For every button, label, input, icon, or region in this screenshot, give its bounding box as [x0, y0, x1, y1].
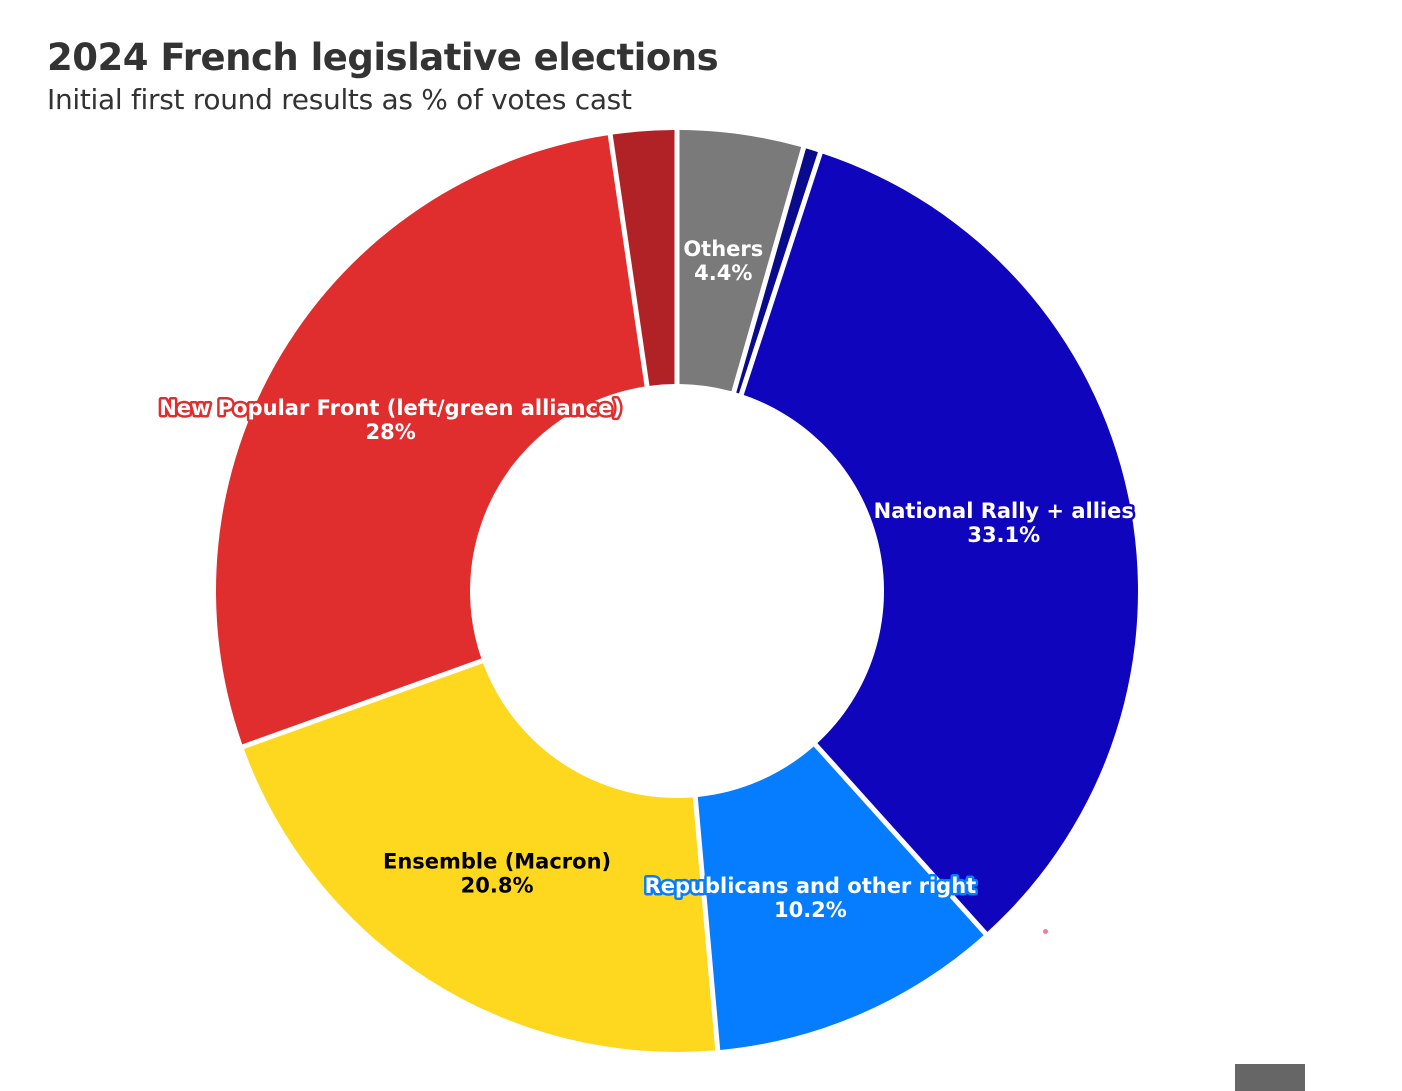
slice-others[interactable] — [679, 130, 802, 392]
slice-name-others: Others — [683, 237, 763, 261]
slice-new-popular-front[interactable] — [215, 135, 645, 745]
chart-subtitle: Initial first round results as % of vote… — [47, 83, 632, 116]
footer-box — [1235, 1064, 1305, 1091]
slice-value-national-rally: 33.1% — [967, 523, 1040, 547]
slice-name-national-rally: National Rally + allies — [874, 499, 1134, 523]
slice-name-republicans: Republicans and other right — [645, 874, 977, 898]
slice-name-ensemble: Ensemble (Macron) — [383, 849, 611, 873]
slice-name-new-popular-front: New Popular Front (left/green alliance) — [159, 396, 622, 420]
labels-layer: Others 4.4% National Rally + allies 33.1% Re… — [157, 235, 1137, 925]
slice-value-ensemble: 20.8% — [461, 873, 534, 897]
slice-label-republicans: Republicans and other right 10.2% — [645, 874, 977, 922]
decorative-dot — [1043, 929, 1048, 934]
slice-far-right-small[interactable] — [736, 148, 818, 394]
slice-ensemble[interactable] — [243, 663, 716, 1052]
slice-label-others: Others 4.4% — [683, 237, 763, 285]
slice-label-new-popular-front: New Popular Front (left/green alliance) 2… — [159, 396, 622, 444]
slice-national-rally[interactable] — [743, 153, 1138, 932]
slice-label-national-rally: National Rally + allies 33.1% — [874, 499, 1134, 547]
slice-far-left-small[interactable] — [612, 130, 675, 386]
slice-republicans[interactable] — [697, 746, 984, 1050]
chart-title: 2024 French legislative elections — [47, 36, 719, 79]
chart-header: 2024 French legislative elections Initia… — [47, 34, 947, 118]
slice-value-others: 4.4% — [694, 261, 752, 285]
slice-value-republicans: 10.2% — [774, 898, 847, 922]
slices-layer — [215, 130, 1138, 1052]
slice-value-new-popular-front: 28% — [365, 420, 415, 444]
slice-label-ensemble: Ensemble (Macron) 20.8% — [383, 849, 611, 897]
